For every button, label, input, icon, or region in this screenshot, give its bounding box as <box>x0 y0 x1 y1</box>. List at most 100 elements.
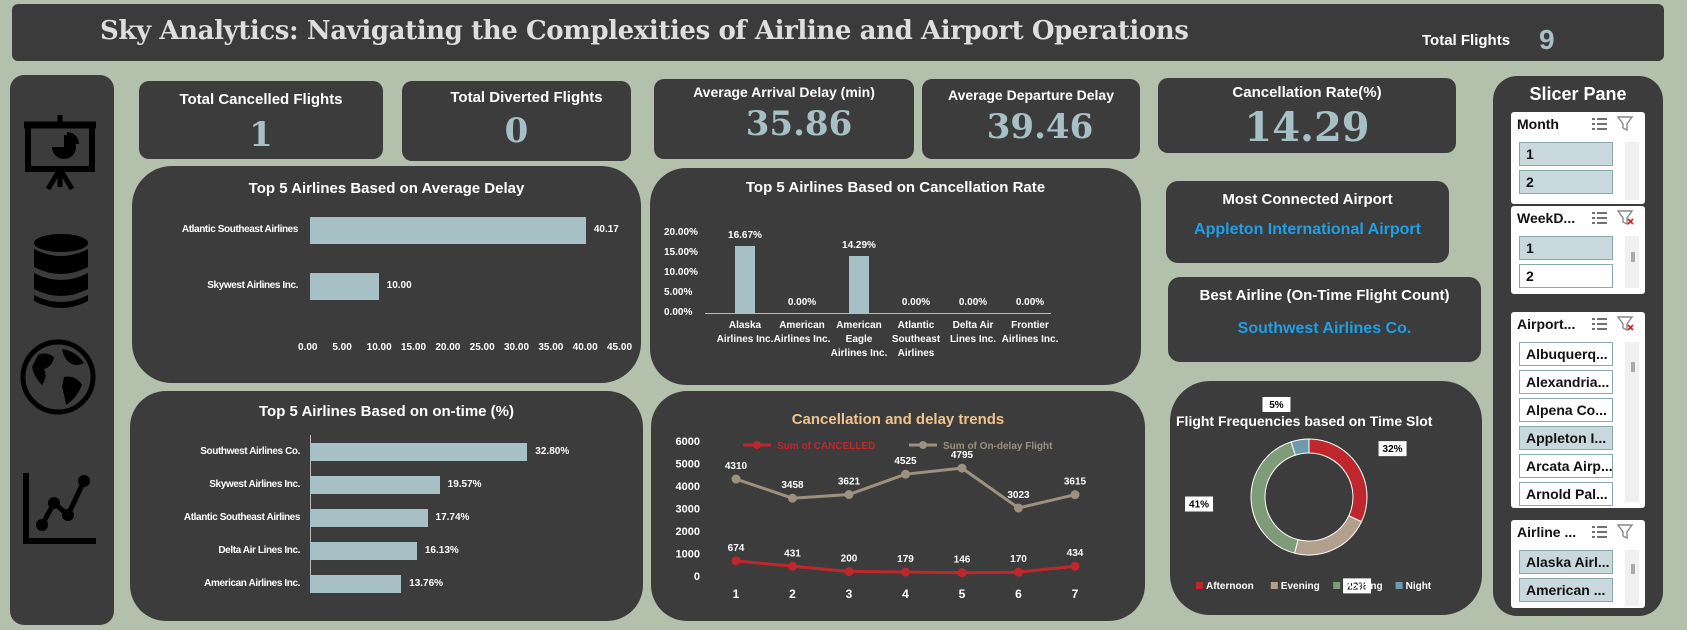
data-label: 10.00 <box>386 280 412 291</box>
kpi-cancellation-rate-value: 14.29 <box>1244 104 1370 151</box>
data-label: 41% <box>1189 500 1209 511</box>
line-chart-icon[interactable] <box>20 469 100 549</box>
category-label: Atlantic Southeast Airlines <box>891 320 941 359</box>
slicer-airline-title: Airline ... <box>1517 524 1577 540</box>
y-tick-label: 15.00% <box>664 247 698 258</box>
data-label: 674 <box>728 543 745 554</box>
slicer-airline-item[interactable]: Alaska Airl... <box>1519 550 1613 574</box>
trend-chart-panel: Cancellation and delay trends 0 1000 2000 3… <box>651 391 1145 621</box>
slicer-weekday-item[interactable]: 2 <box>1519 264 1613 288</box>
data-label: 19.57% <box>447 479 482 490</box>
multi-select-icon[interactable] <box>1591 316 1609 332</box>
multi-select-icon[interactable] <box>1591 524 1609 540</box>
data-label: 5% <box>1269 400 1284 411</box>
y-tick-label: 4000 <box>676 481 700 493</box>
clear-filter-icon[interactable] <box>1617 524 1635 540</box>
y-tick-label: 0 <box>694 571 700 583</box>
slicer-weekday[interactable]: WeekD... 1 2 <box>1511 206 1645 294</box>
slicer-month-scrollbar[interactable] <box>1625 142 1639 200</box>
slicer-month-item[interactable]: 1 <box>1519 142 1613 166</box>
time-slot-chart-title: Flight Frequencies based on Time Slot <box>1176 413 1433 429</box>
slicer-weekday-title: WeekD... <box>1517 210 1576 226</box>
slicer-month[interactable]: Month 1 2 <box>1511 112 1645 204</box>
slicer-month-title: Month <box>1517 116 1559 132</box>
x-tick-label: 20.00 <box>435 342 461 353</box>
avg-delay-chart-title: Top 5 Airlines Based on Average Delay <box>248 180 525 197</box>
data-label: 3621 <box>838 477 861 488</box>
data-point <box>1014 503 1023 513</box>
category-label: Delta Air Lines Inc. <box>218 545 300 556</box>
slicer-airline-item[interactable]: American ... <box>1519 578 1613 602</box>
kpi-cancelled-card: Total Cancelled Flights 1 <box>139 81 383 159</box>
x-tick-label: 7 <box>1072 587 1079 601</box>
kpi-arrival-delay-label: Average Arrival Delay (min) <box>693 84 875 100</box>
most-connected-value: Appleton International Airport <box>1194 221 1421 238</box>
donut-slice <box>1308 438 1368 523</box>
legend-label: Evening <box>1281 581 1320 592</box>
clear-filter-icon[interactable] <box>1617 116 1635 132</box>
kpi-cancelled-label: Total Cancelled Flights <box>179 91 343 108</box>
total-flights-label: Total Flights <box>1422 32 1511 49</box>
legend-label: Night <box>1406 581 1432 592</box>
slicer-airport-item[interactable]: Arcata Airp... <box>1519 454 1613 478</box>
slicer-airline-scroll-thumb[interactable] <box>1631 564 1635 574</box>
database-icon[interactable] <box>32 233 90 311</box>
slicer-airport[interactable]: Airport... Albuquerq... Alexandria... Al… <box>1511 312 1645 508</box>
slicer-airport-scrollbar[interactable] <box>1625 342 1639 502</box>
x-tick-label: 1 <box>733 587 740 601</box>
slicer-month-item[interactable]: 2 <box>1519 170 1613 194</box>
slicer-airport-item[interactable]: Appleton I... <box>1519 426 1613 450</box>
cancel-rate-chart-panel: Top 5 Airlines Based on Cancellation Rat… <box>650 168 1141 385</box>
y-tick-label: 0.00% <box>664 307 693 318</box>
x-tick-label: 0.00 <box>298 342 318 353</box>
data-label: 200 <box>841 554 858 565</box>
clear-filter-icon[interactable] <box>1617 210 1635 226</box>
nav-sidebar <box>10 75 114 625</box>
slicer-pane-title: Slicer Pane <box>1529 84 1627 104</box>
category-label: Frontier Airlines Inc. <box>1001 320 1059 345</box>
data-label: 0.00% <box>901 297 931 308</box>
best-airline-label: Best Airline (On-Time Flight Count) <box>1199 287 1450 304</box>
slicer-airline-scrollbar[interactable] <box>1625 550 1639 606</box>
multi-select-icon[interactable] <box>1591 116 1609 132</box>
data-label: 16.67% <box>728 230 762 242</box>
kpi-departure-delay-value: 39.46 <box>986 107 1094 147</box>
slicer-airport-item[interactable]: Alpena Co... <box>1519 398 1613 422</box>
data-label: 14.29% <box>842 239 876 251</box>
slicer-airport-item[interactable]: Albuquerq... <box>1519 342 1613 366</box>
best-airline-card: Best Airline (On-Time Flight Count) Sout… <box>1168 277 1481 362</box>
data-point <box>1070 490 1080 500</box>
donut-slice <box>1293 515 1363 556</box>
y-tick-label: 5000 <box>676 459 700 471</box>
slicer-weekday-item[interactable]: 1 <box>1519 236 1613 260</box>
globe-icon[interactable] <box>18 337 98 417</box>
data-label: 431 <box>784 548 801 559</box>
legend-swatch <box>1395 582 1403 589</box>
clear-filter-icon[interactable] <box>1617 316 1635 332</box>
slicer-airport-item[interactable]: Arnold Pal... <box>1519 482 1613 506</box>
best-airline-value: Southwest Airlines Co. <box>1237 320 1412 337</box>
slicer-airport-scroll-thumb[interactable] <box>1631 362 1635 372</box>
data-label: 17.74% <box>435 512 470 523</box>
slicer-weekday-scrollbar[interactable] <box>1625 236 1639 288</box>
slicer-airport-item[interactable]: Alexandria... <box>1519 370 1613 394</box>
legend-swatch <box>1333 582 1341 589</box>
presentation-chart-icon[interactable] <box>20 113 100 193</box>
multi-select-icon[interactable] <box>1591 210 1609 226</box>
y-tick-label: 1000 <box>676 549 700 561</box>
bar <box>310 217 586 244</box>
x-tick-label: 45.00 <box>607 342 633 353</box>
y-tick-label: 3000 <box>676 504 700 516</box>
data-point <box>901 567 910 577</box>
legend-swatch <box>1270 582 1278 589</box>
data-label: 170 <box>1010 554 1027 565</box>
kpi-diverted-card: Total Diverted Flights 0 <box>402 81 631 161</box>
y-tick-label: 10.00% <box>664 267 698 278</box>
data-point <box>731 474 741 484</box>
slicer-weekday-scroll-thumb[interactable] <box>1631 252 1635 262</box>
slicer-airline[interactable]: Airline ... Alaska Airl... American ... <box>1511 520 1645 608</box>
x-tick-label: 5 <box>959 587 966 601</box>
bar <box>310 443 528 461</box>
data-point <box>844 567 854 576</box>
legend-swatch <box>1196 582 1203 589</box>
